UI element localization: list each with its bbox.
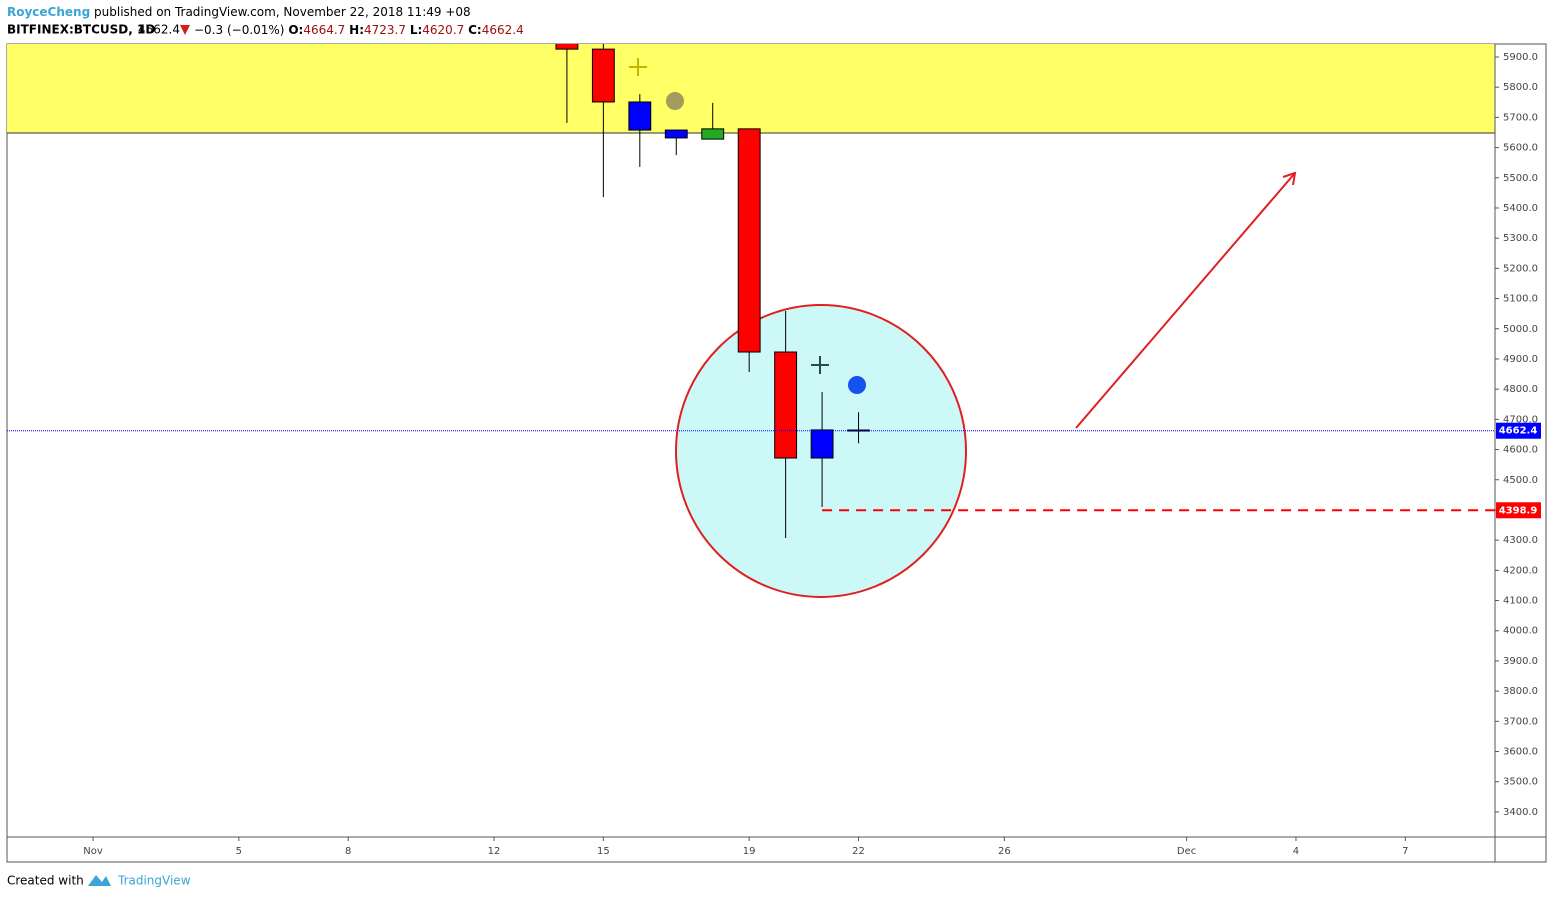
- x-tick-label: 7: [1402, 846, 1408, 857]
- candle-body: [774, 351, 798, 459]
- y-tick-label: 5100.0: [1503, 294, 1538, 305]
- x-tick-label: 5: [236, 846, 242, 857]
- h-label: H:: [349, 23, 364, 37]
- open: 4664.7: [303, 23, 345, 37]
- x-tick-label: 22: [852, 846, 865, 857]
- low: 4620.7: [422, 23, 464, 37]
- y-tick-label: 4600.0: [1503, 445, 1538, 456]
- x-tick-label: 26: [998, 846, 1011, 857]
- plot: [555, 44, 870, 539]
- footer-text: Created with: [7, 874, 84, 888]
- y-tick-label: 3500.0: [1503, 777, 1538, 788]
- x-tick-label: 19: [743, 846, 756, 857]
- y-tick-label: 5300.0: [1503, 233, 1538, 244]
- y-tick-label: 4700.0: [1503, 414, 1538, 425]
- level-label: 4398.9: [1499, 505, 1538, 516]
- close: 4662.4: [482, 23, 524, 37]
- symbol: BITFINEX:BTCUSD, 1D: [7, 23, 155, 37]
- y-tick-label: 5600.0: [1503, 143, 1538, 154]
- l-label: L:: [410, 23, 422, 37]
- level-box: [1496, 502, 1541, 519]
- candle-body: [701, 128, 725, 140]
- author: RoyceCheng: [7, 5, 90, 19]
- candle-body: [847, 429, 870, 432]
- x-tick-label: Nov: [83, 846, 103, 857]
- x-tick-label: Dec: [1177, 846, 1196, 857]
- last-price-label: 4662.4: [1499, 426, 1538, 437]
- y-tick-label: 4500.0: [1503, 475, 1538, 486]
- zone: [7, 44, 1495, 133]
- y-tick-label: 5400.0: [1503, 203, 1538, 214]
- o-label: O:: [288, 23, 303, 37]
- candle-body: [591, 48, 615, 103]
- y-tick-label: 5000.0: [1503, 324, 1538, 335]
- y-tick-label: 4200.0: [1503, 565, 1538, 576]
- last-close: 4662.4: [138, 23, 180, 37]
- y-tick-label: 3700.0: [1503, 716, 1538, 727]
- y-tick-label: 4900.0: [1503, 354, 1538, 365]
- change: −0.3 (−0.01%): [194, 23, 285, 37]
- dot-marker: [848, 376, 866, 394]
- arrow-head: [1282, 171, 1297, 186]
- y-tick-label: 5500.0: [1503, 173, 1538, 184]
- x-tick-label: 4: [1293, 846, 1299, 857]
- candle-body: [810, 429, 834, 459]
- y-tick-label: 3900.0: [1503, 656, 1538, 667]
- y-tick-label: 5800.0: [1503, 82, 1538, 93]
- y-tick-label: 3800.0: [1503, 686, 1538, 697]
- y-tick-label: 5200.0: [1503, 263, 1538, 274]
- y-tick-label: 5700.0: [1503, 112, 1538, 123]
- c-label: C:: [468, 23, 482, 37]
- footer-brand[interactable]: TradingView: [117, 874, 191, 888]
- y-tick-label: 4000.0: [1503, 626, 1538, 637]
- y-tick-label: 3400.0: [1503, 807, 1538, 818]
- ohlc-line: −0.3 (−0.01%) O:4664.7 H:4723.7 L:4620.7…: [194, 23, 524, 37]
- y-tick-label: 4300.0: [1503, 535, 1538, 546]
- high: 4723.7: [364, 23, 406, 37]
- down-icon: [180, 25, 190, 35]
- y-tick-label: 4800.0: [1503, 384, 1538, 395]
- logo: [88, 875, 111, 886]
- x-tick-label: 8: [345, 846, 351, 857]
- candle-body: [628, 101, 652, 131]
- last-price-box: [1496, 422, 1541, 439]
- cross-marker: [629, 58, 647, 76]
- x-tick-label: 15: [597, 846, 610, 857]
- header-line: RoyceCheng published on TradingView.com,…: [7, 5, 471, 19]
- published: published on TradingView.com, November 2…: [94, 5, 471, 19]
- y-tick-label: 3600.0: [1503, 747, 1538, 758]
- y-tick-label: 5900.0: [1503, 52, 1538, 63]
- y-tick-label: 4100.0: [1503, 596, 1538, 607]
- candle-body: [664, 129, 688, 139]
- candle-body: [555, 44, 579, 50]
- cross-marker: [811, 356, 829, 374]
- dot-marker: [666, 92, 684, 110]
- x-tick-label: 12: [488, 846, 501, 857]
- arrow: [1075, 172, 1296, 429]
- candle-body: [737, 128, 761, 353]
